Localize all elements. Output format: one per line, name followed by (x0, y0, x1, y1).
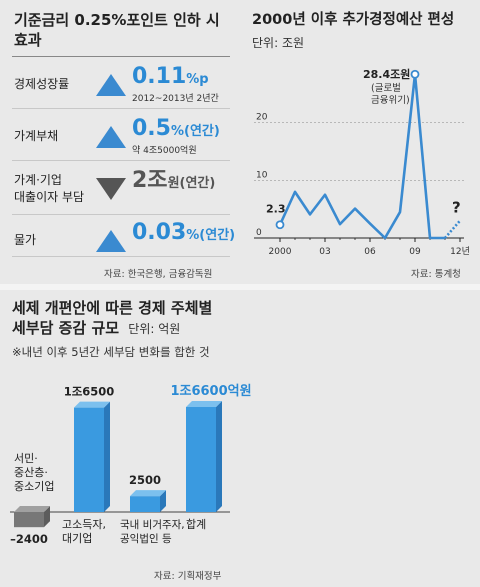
left-title-line2: 효과 (14, 31, 42, 49)
bar-category-label: 국내 비거주자, (120, 519, 185, 531)
row-divider (12, 108, 230, 109)
bar-top (186, 401, 222, 407)
bar (186, 407, 216, 512)
annotation-2009-value: 28.4조원 (363, 67, 410, 81)
effect-value-unit: %(연간) (186, 228, 236, 243)
effect-value-number: 0.5 (132, 116, 171, 141)
effect-label: 물가 (14, 232, 36, 249)
left-source: 자료: 한국은행, 금융감독원 (104, 269, 213, 280)
bar-category-label: 서민· (14, 452, 38, 465)
triangle-up-icon (96, 74, 126, 96)
bar-value-label: –2400 (10, 532, 48, 546)
right-title: 2000년 이후 추가경정예산 편성 (252, 12, 455, 28)
bar-top (130, 490, 166, 497)
effect-label: 경제성장률 (14, 76, 69, 93)
annotation-2009-note1: (글로벌 (371, 83, 401, 94)
effect-label: 가계부채 (14, 128, 58, 145)
effect-label-line: 대출이자 부담 (14, 190, 85, 204)
bar-side (104, 401, 110, 512)
y-tick-label: 10 (256, 170, 268, 180)
tax-burden-bar-chart: –2400 1조6500 2500 1조6600억원서민·중산층·중소기업고소득자,대… (10, 384, 252, 546)
effect-value-unit: %p (186, 72, 209, 87)
annotation-2009-note2: 금융위기) (371, 94, 410, 106)
left-title-divider (12, 56, 230, 57)
series-line (278, 72, 445, 240)
bar-top (14, 506, 50, 512)
bar-category-label: 대기업 (62, 532, 92, 545)
effect-value-number: 0.03 (132, 220, 187, 245)
bar-category-label: 고소득자, (62, 518, 106, 531)
bottom-source: 자료: 기획재정부 (154, 571, 222, 582)
bar-group (14, 506, 50, 528)
effect-label-line: 물가 (14, 233, 37, 247)
left-title: 기준금리 0.25%포인트 인하 시 효과 (14, 10, 234, 50)
effect-value: 0.11%p (132, 65, 209, 92)
effect-note: 약 4조5000억원 (132, 146, 197, 156)
x-tick-label: 09 (409, 247, 421, 257)
bar (14, 512, 44, 528)
x-tick-label: 06 (364, 247, 376, 257)
right-unit: 단위: 조원 (252, 36, 305, 50)
effect-value: 0.5%(연간) (132, 117, 220, 144)
bar-value-label: 1조6600억원 (170, 384, 251, 399)
x-tick-label: 12년 (450, 246, 470, 257)
annotation-2000: 2.3 (266, 203, 286, 216)
bar (130, 496, 160, 512)
row-divider (12, 160, 230, 161)
x-tick-label: 03 (319, 247, 330, 257)
bottom-title-line1: 세제 개편안에 따른 경제 주체별 (12, 299, 213, 317)
effect-label-line: 가계·기업 (14, 173, 62, 187)
bar-side (44, 506, 50, 528)
y-tick-label: 20 (256, 113, 268, 123)
annotation-2012: ? (452, 199, 461, 217)
triangle-down-icon (96, 178, 126, 200)
bottom-unit: 단위: 억원 (128, 322, 181, 336)
bar-side (216, 401, 222, 512)
bottom-note: ※내년 이후 5년간 세부담 변화를 합한 것 (12, 345, 210, 359)
effect-note: 2012~2013년 2년간 (132, 94, 219, 104)
x-tick-label: 2000 (269, 247, 292, 257)
left-title-line1: 기준금리 0.25%포인트 인하 시 (14, 11, 220, 29)
bar-side (160, 490, 166, 512)
effect-value-unit: %(연간) (170, 124, 220, 139)
effect-label-line: 경제성장률 (14, 77, 70, 91)
bottom-title-line2: 세부담 증감 규모 (12, 319, 120, 337)
data-point-2000 (275, 220, 285, 230)
triangle-up-icon (96, 126, 126, 148)
row-divider (12, 214, 230, 215)
bar-category-label: 중소기업 (14, 480, 54, 493)
projection-line (444, 219, 461, 239)
bottom-title: 세제 개편안에 따른 경제 주체별 세부담 증감 규모 단위: 억원 (12, 298, 212, 339)
right-source: 자료: 통계청 (411, 269, 461, 280)
row-divider (12, 256, 230, 257)
bar-value-label: 1조6500 (64, 385, 115, 399)
bar-value-label: 2500 (129, 473, 161, 487)
effect-label-line: 가계부채 (14, 129, 59, 143)
section-divider (0, 284, 480, 290)
bar-category-label: 공익법인 등 (120, 533, 172, 545)
effect-value-number: 2조 (132, 168, 168, 193)
triangle-up-icon (96, 230, 126, 252)
bar-category-label: 중산층· (14, 466, 48, 479)
y-tick-label: 0 (256, 228, 262, 238)
bar-group (74, 401, 110, 512)
effect-value-unit: 원(연간) (167, 176, 216, 191)
bar-group (130, 490, 166, 512)
data-point-2009 (410, 69, 420, 79)
effect-value: 0.03%(연간) (132, 221, 235, 248)
bar-group (186, 401, 222, 512)
effect-value-number: 0.11 (132, 64, 187, 89)
bar-top (74, 401, 110, 408)
bar-category-label: 합계 (186, 518, 206, 531)
effect-value: 2조원(연간) (132, 169, 215, 196)
bar (74, 407, 104, 512)
